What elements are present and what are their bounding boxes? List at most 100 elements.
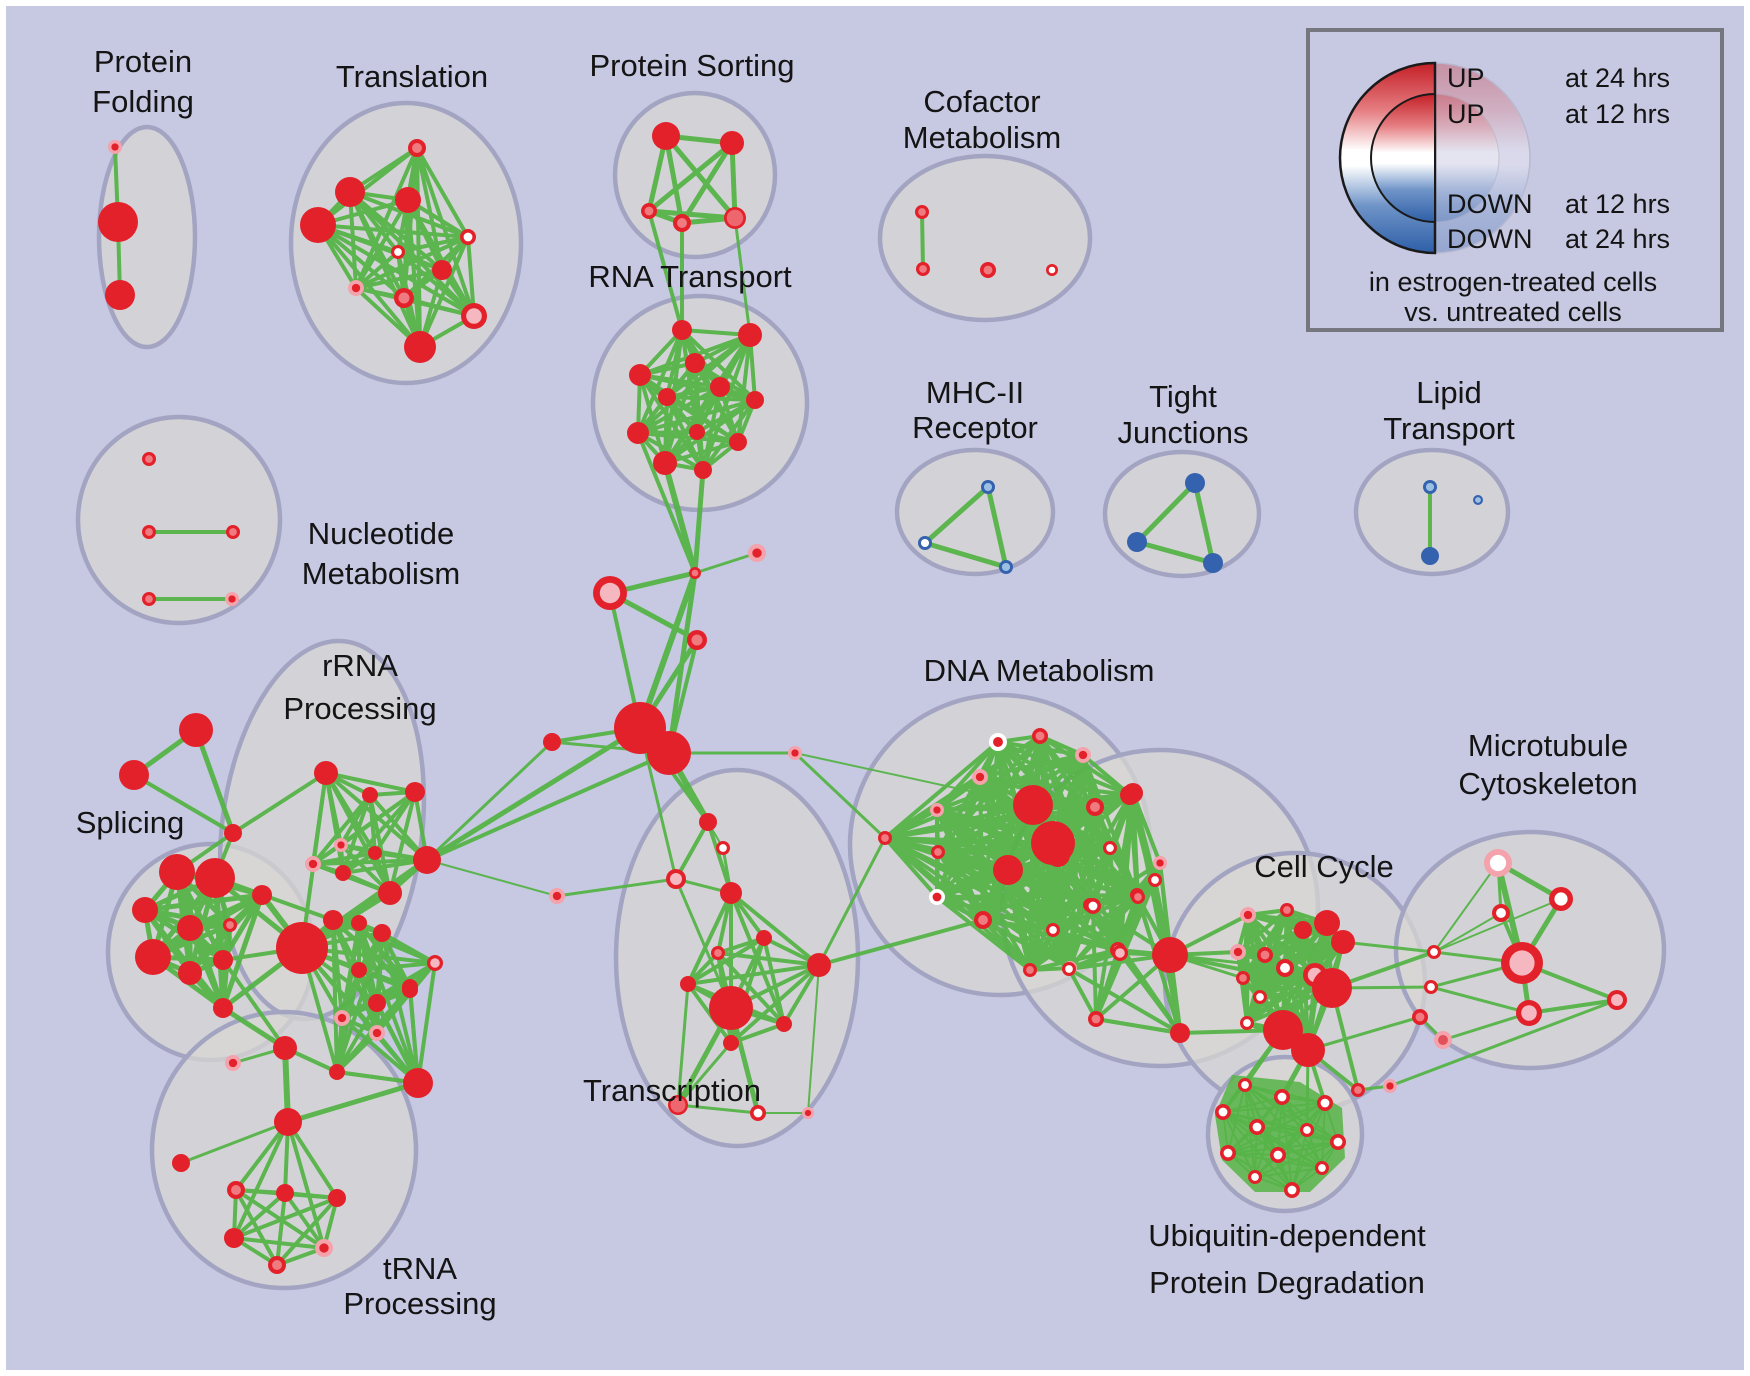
node-inner-core [355, 966, 363, 974]
network-edge [1168, 953, 1334, 990]
network-edge [665, 395, 740, 444]
network-edge [793, 751, 887, 840]
network-edge [922, 484, 991, 546]
network-node [1276, 959, 1294, 977]
network-node [1492, 904, 1510, 922]
network-node [680, 976, 696, 992]
node-inner-core [126, 767, 142, 783]
network-edge [1236, 921, 1329, 954]
network-edge [1388, 998, 1619, 1088]
node-inner-core [920, 538, 930, 548]
node-inner-core [226, 921, 234, 929]
legend-direction-2: DOWN [1447, 189, 1532, 219]
node-inner-core [627, 715, 653, 741]
node-inner-core [714, 949, 722, 957]
node-inner-core [1243, 1019, 1251, 1027]
network-edge [762, 936, 786, 1026]
network-node [1112, 945, 1128, 961]
node-inner-core [111, 143, 119, 151]
network-edge [335, 931, 384, 1074]
node-inner-core [1256, 993, 1264, 1001]
network-node [1434, 1031, 1452, 1049]
node-inner-core [1386, 1082, 1394, 1090]
node-inner-core [231, 1185, 241, 1195]
node-inner-core [1251, 1173, 1259, 1181]
node-inner-core [1233, 947, 1243, 957]
node-inner-core [342, 184, 358, 200]
network-edge [1134, 480, 1198, 545]
network-node [807, 953, 831, 977]
network-node [1046, 843, 1070, 867]
network-node [351, 962, 367, 978]
network-edge [1433, 912, 1502, 953]
network-edge [415, 146, 476, 318]
node-inner-core [547, 737, 557, 747]
network-node [666, 869, 686, 889]
network-node [1170, 1023, 1190, 1043]
node-inner-core [309, 216, 327, 234]
node-inner-core [184, 967, 196, 979]
node-inner-core [983, 265, 993, 275]
network-node [1075, 747, 1091, 763]
network-edge [1227, 1129, 1308, 1154]
cluster-ellipse-tight-junctions [1102, 449, 1262, 579]
network-node [1315, 1161, 1329, 1175]
network-node [915, 205, 929, 219]
network-node [335, 177, 365, 207]
node-inner-core [320, 767, 332, 779]
network-edge [1263, 940, 1345, 957]
network-node [1240, 907, 1256, 923]
network-node [993, 855, 1023, 885]
cluster-label-protein-folding: Protein Folding [92, 44, 194, 119]
node-inner-core [599, 582, 621, 604]
network-node [1088, 1011, 1104, 1027]
network-edge [1291, 1102, 1326, 1191]
node-inner-core [1001, 562, 1011, 572]
network-edge [357, 921, 412, 992]
network-node [981, 480, 995, 494]
network-edge [1527, 998, 1619, 1015]
network-edge [396, 235, 470, 254]
node-inner-core [691, 634, 703, 646]
node-inner-core [281, 1115, 295, 1129]
network-edge [985, 484, 1009, 570]
network-node [142, 452, 156, 466]
network-edge [701, 398, 757, 472]
node-inner-core [670, 873, 682, 885]
network-node [710, 377, 730, 397]
node-inner-core [339, 869, 347, 877]
network-edge [340, 1016, 420, 1085]
network-node [720, 131, 744, 155]
node-inner-core [384, 887, 396, 899]
node-inner-core [1287, 1185, 1297, 1195]
node-inner-core [372, 998, 382, 1008]
node-inner-core [744, 329, 756, 341]
node-inner-core [1151, 876, 1159, 884]
cluster-label-nucleotide-metabolism: Nucleotide Metabolism [302, 516, 461, 591]
network-edge [706, 820, 733, 895]
network-node [273, 1036, 297, 1060]
network-node [694, 461, 712, 479]
network-edge [1134, 539, 1216, 566]
network-node [402, 982, 418, 998]
node-inner-core [1273, 1150, 1283, 1160]
network-node [323, 910, 343, 930]
network-edge [1306, 1015, 1422, 1052]
node-inner-core [377, 928, 387, 938]
network-edge [1028, 903, 1092, 972]
cluster-label-cofactor-metabolism: Cofactor Metabolism [903, 84, 1062, 155]
node-inner-core [228, 828, 238, 838]
network-edge [416, 961, 437, 1085]
network-node [685, 353, 705, 373]
node-inner-core [644, 206, 654, 216]
cluster-ellipse-mhc-ii-receptor [894, 447, 1056, 577]
node-inner-core [804, 1109, 812, 1117]
node-inner-core [720, 997, 742, 1019]
network-edge [638, 373, 667, 465]
network-node [1351, 1083, 1365, 1097]
node-inner-core [983, 482, 993, 492]
network-node [1284, 1182, 1300, 1198]
network-edge [817, 836, 887, 967]
network-edge [425, 751, 671, 862]
network-edge [662, 460, 698, 576]
